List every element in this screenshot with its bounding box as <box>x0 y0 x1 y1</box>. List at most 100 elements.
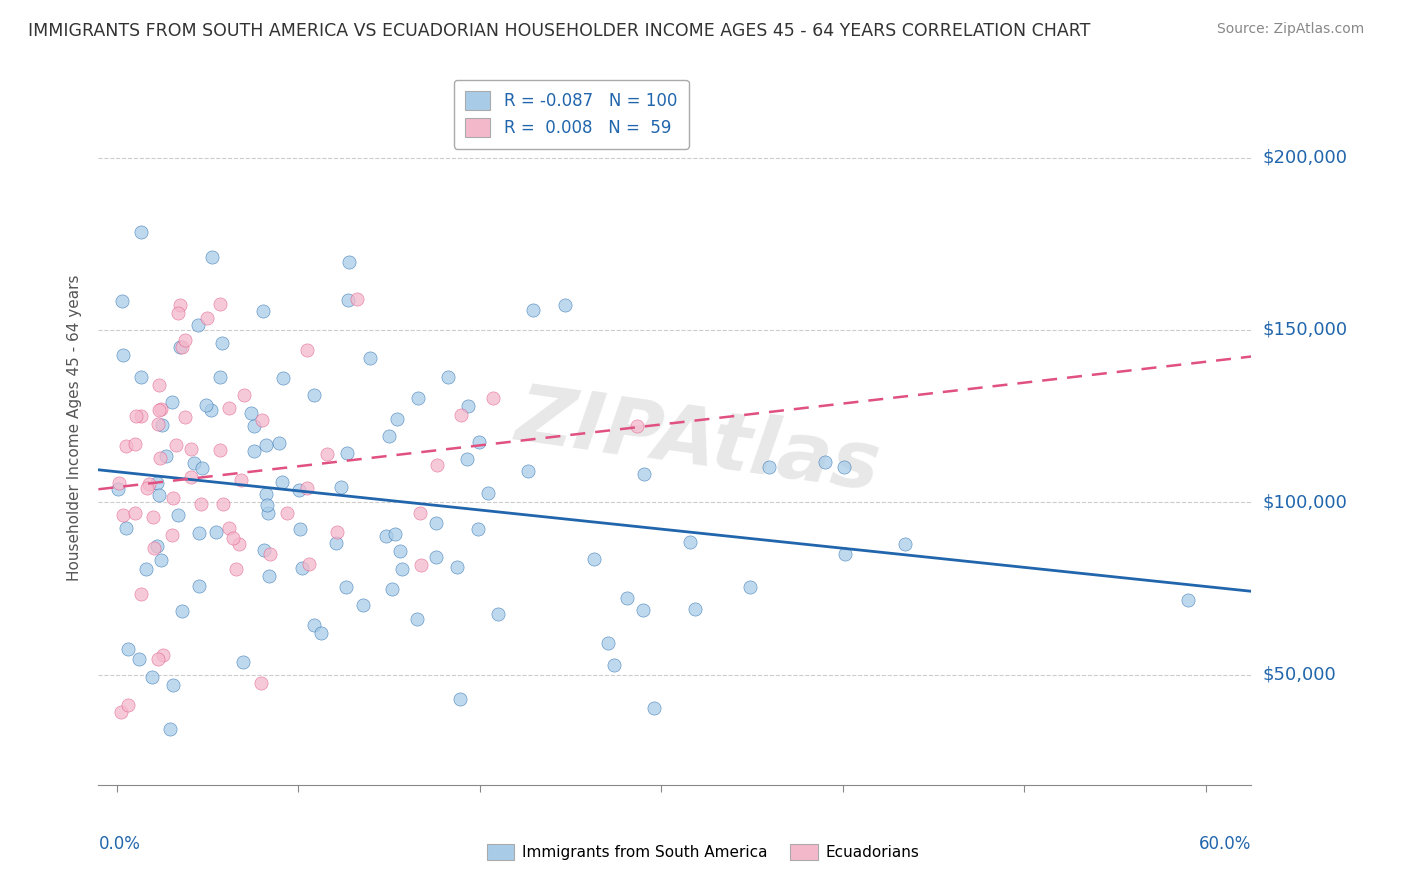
Point <box>209 443 232 458</box>
Point <box>194 398 217 412</box>
Point <box>167 306 190 320</box>
Point <box>166 508 188 523</box>
Point <box>208 296 231 310</box>
Point <box>169 298 191 312</box>
Point <box>180 469 202 483</box>
Text: 60.0%: 60.0% <box>1199 835 1251 853</box>
Point <box>449 691 471 706</box>
Point <box>187 318 209 333</box>
Point <box>516 464 538 478</box>
Point <box>295 343 318 357</box>
Point <box>385 412 408 426</box>
Point <box>205 524 228 539</box>
Point <box>180 442 202 457</box>
Point <box>259 547 281 561</box>
Point <box>128 652 150 666</box>
Point <box>146 417 169 431</box>
Point <box>111 347 134 361</box>
Point <box>117 698 139 713</box>
Point <box>467 522 489 536</box>
Point <box>359 351 381 365</box>
Point <box>149 450 172 465</box>
Point <box>200 403 222 417</box>
Point <box>170 340 193 354</box>
Point <box>129 369 152 384</box>
Point <box>679 535 702 549</box>
Point <box>405 612 427 626</box>
Point <box>108 476 131 491</box>
Point <box>162 394 184 409</box>
Point <box>225 562 247 576</box>
Point <box>596 636 619 650</box>
Point <box>832 460 855 475</box>
Point <box>243 418 266 433</box>
Point <box>378 428 401 442</box>
Point <box>159 723 181 737</box>
Point <box>325 536 347 550</box>
Point <box>218 401 240 416</box>
Point <box>170 604 193 618</box>
Point <box>298 558 321 572</box>
Point <box>683 602 706 616</box>
Point <box>112 508 135 522</box>
Point <box>129 587 152 601</box>
Point <box>138 476 160 491</box>
Point <box>259 568 281 582</box>
Point <box>409 558 432 572</box>
Point <box>256 498 278 512</box>
Point <box>482 391 505 405</box>
Text: $100,000: $100,000 <box>1263 493 1347 511</box>
Legend: Immigrants from South America, Ecuadorians: Immigrants from South America, Ecuadoria… <box>481 838 925 866</box>
Point <box>456 451 478 466</box>
Point <box>352 599 374 613</box>
Y-axis label: Householder Income Ages 45 - 64 years: Householder Income Ages 45 - 64 years <box>67 275 83 582</box>
Point <box>173 333 195 347</box>
Point <box>288 483 311 497</box>
Point <box>111 293 134 308</box>
Point <box>135 562 157 576</box>
Point <box>554 298 576 312</box>
Point <box>250 413 273 427</box>
Point <box>316 447 339 461</box>
Point <box>117 642 139 657</box>
Point <box>374 529 396 543</box>
Point <box>191 460 214 475</box>
Point <box>631 602 654 616</box>
Point <box>131 225 153 239</box>
Point <box>297 481 319 495</box>
Point <box>188 525 211 540</box>
Point <box>228 537 250 551</box>
Point <box>738 581 761 595</box>
Point <box>252 304 274 318</box>
Point <box>425 550 447 565</box>
Point <box>183 456 205 470</box>
Point <box>115 439 138 453</box>
Text: $50,000: $50,000 <box>1263 665 1336 683</box>
Point <box>450 408 472 422</box>
Point <box>162 677 184 691</box>
Point <box>409 506 432 520</box>
Point <box>329 480 352 494</box>
Point <box>136 481 159 495</box>
Point <box>384 526 406 541</box>
Point <box>486 607 509 621</box>
Point <box>143 541 166 555</box>
Point <box>190 497 212 511</box>
Point <box>174 410 197 425</box>
Point <box>141 670 163 684</box>
Point <box>288 522 311 536</box>
Point <box>457 400 479 414</box>
Point <box>150 402 173 417</box>
Text: 0.0%: 0.0% <box>98 835 141 853</box>
Point <box>243 444 266 458</box>
Point <box>522 303 544 318</box>
Point <box>758 459 780 474</box>
Point <box>125 409 148 423</box>
Point <box>232 655 254 669</box>
Point <box>381 582 404 596</box>
Point <box>425 516 447 531</box>
Point <box>643 701 665 715</box>
Point <box>221 531 243 545</box>
Point <box>107 483 129 497</box>
Point <box>254 486 277 500</box>
